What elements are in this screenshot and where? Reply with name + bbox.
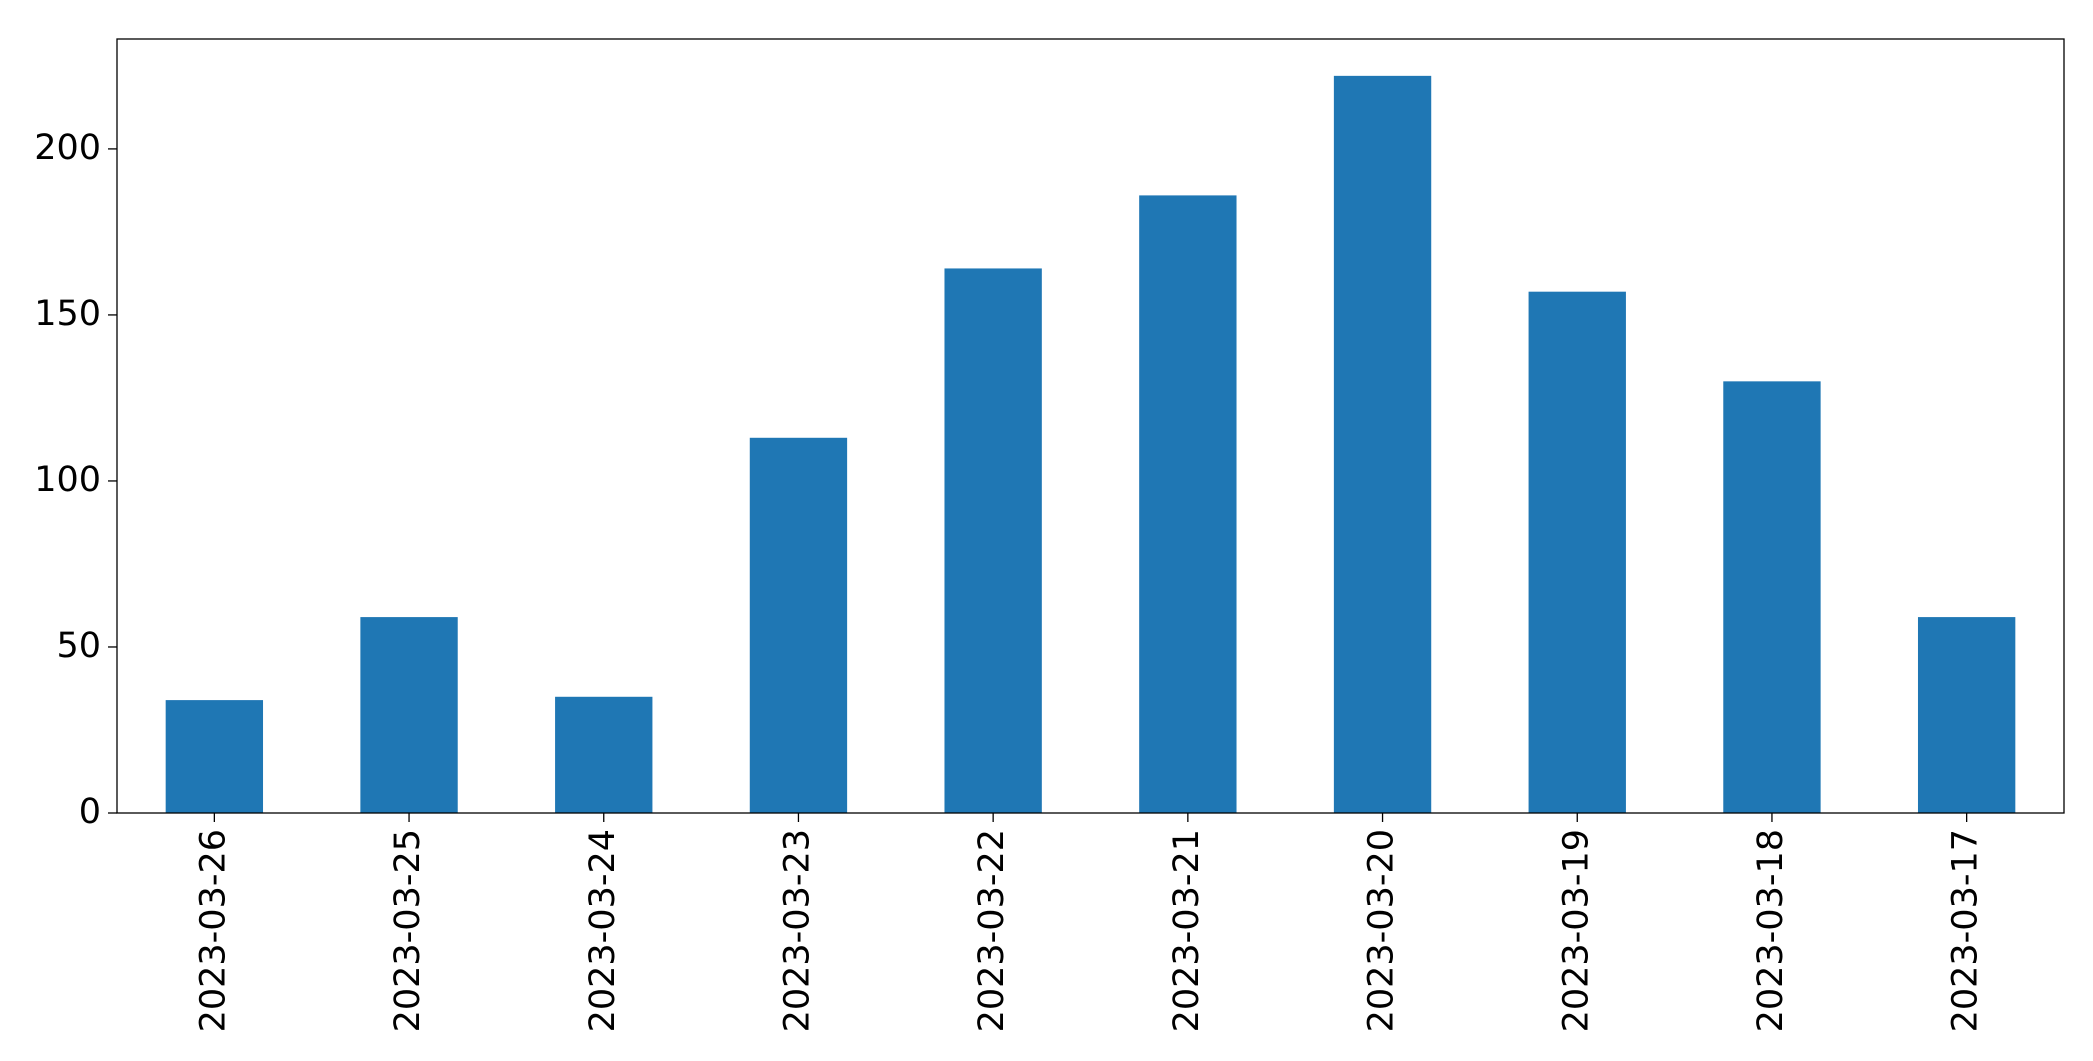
y-tick-label: 100 <box>34 460 101 500</box>
bar <box>165 700 264 813</box>
bar <box>1333 75 1432 814</box>
bar <box>555 696 653 813</box>
x-tick-label: 2023-03-23 <box>777 829 817 1032</box>
bar <box>749 437 848 813</box>
x-tick-label: 2023-03-20 <box>1362 829 1402 1032</box>
bar <box>1139 195 1237 814</box>
x-tick-label: 2023-03-25 <box>388 829 428 1032</box>
y-tick-label: 0 <box>79 792 101 832</box>
x-tick-label: 2023-03-22 <box>972 829 1012 1032</box>
bar <box>944 268 1042 814</box>
plot-frame <box>116 38 2065 814</box>
x-tick-label: 2023-03-26 <box>193 829 233 1032</box>
x-tick-label: 2023-03-18 <box>1751 829 1791 1032</box>
bar <box>1528 291 1626 813</box>
x-tick-label: 2023-03-19 <box>1556 829 1596 1032</box>
bar <box>1917 617 2016 813</box>
bar <box>1723 381 1821 813</box>
y-tick-label: 150 <box>34 294 101 334</box>
y-tick-label: 200 <box>34 128 101 168</box>
y-tick-label: 50 <box>56 626 101 666</box>
x-tick-label: 2023-03-24 <box>583 829 623 1032</box>
x-tick-label: 2023-03-21 <box>1167 829 1207 1032</box>
bar <box>360 617 458 813</box>
x-tick-label: 2023-03-17 <box>1946 829 1986 1032</box>
